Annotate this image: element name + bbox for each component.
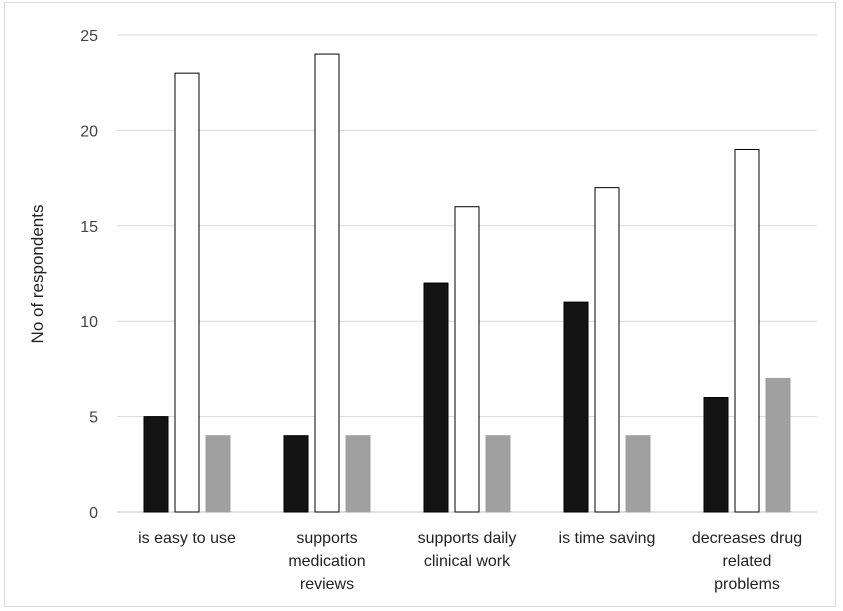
y-tick-label: 15 <box>80 219 98 236</box>
bar <box>314 53 340 513</box>
bar <box>563 301 589 513</box>
x-category-label: is easy to use <box>138 530 236 547</box>
x-category-label: clinical work <box>424 553 511 570</box>
x-category-label: decreases drug <box>692 530 802 547</box>
bar <box>205 435 231 513</box>
bar <box>423 282 449 513</box>
bar <box>594 187 620 513</box>
x-category-label: related <box>723 553 772 570</box>
y-tick-label: 10 <box>80 314 98 331</box>
y-tick-label: 0 <box>89 505 98 522</box>
x-category-label: supports <box>296 530 357 547</box>
y-tick-label: 20 <box>80 123 98 140</box>
x-category-label: reviews <box>300 576 354 593</box>
bar <box>283 435 309 513</box>
x-category-label: problems <box>714 576 780 593</box>
x-category-label: is time saving <box>559 530 656 547</box>
bar <box>734 148 760 513</box>
chart-frame <box>4 2 836 607</box>
bar <box>174 72 200 513</box>
bar <box>345 435 371 513</box>
bar <box>143 416 169 513</box>
y-tick-label: 5 <box>89 410 98 427</box>
x-category-label: supports daily <box>418 530 517 547</box>
bar <box>485 435 511 513</box>
bar <box>765 377 791 513</box>
bar <box>703 397 729 513</box>
bar <box>454 206 480 513</box>
bar <box>625 435 651 513</box>
y-tick-label: 25 <box>80 28 98 45</box>
x-category-label: medication <box>288 553 365 570</box>
